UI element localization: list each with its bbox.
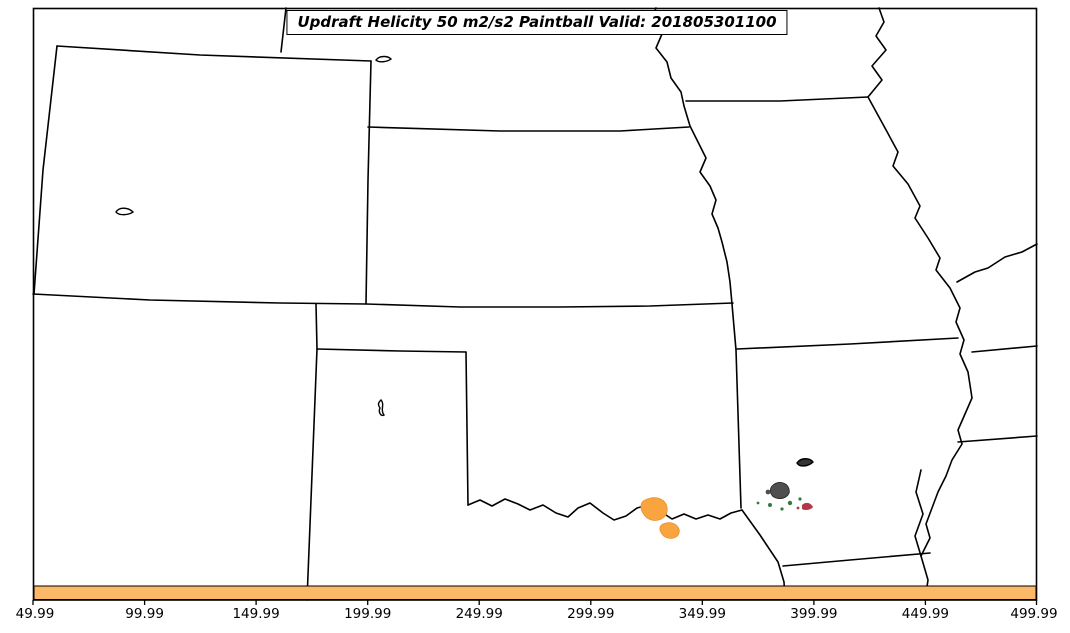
- x-tick-label: 399.99: [790, 606, 838, 622]
- x-tick-label: 49.99: [15, 606, 55, 622]
- border-tx-ok-100w: [465, 351, 469, 506]
- border-co-east: [365, 60, 372, 305]
- border-co-west: [33, 45, 58, 295]
- member-contour: [375, 55, 393, 63]
- paintball-orange: [640, 497, 668, 521]
- member-contour: [796, 458, 814, 467]
- paintball-gray: [765, 489, 771, 495]
- border-ok-panhandle-west: [315, 303, 318, 350]
- border-wy-ne: [280, 7, 287, 53]
- x-tick-label: 99.99: [125, 606, 164, 622]
- colorbar: [33, 585, 1037, 600]
- border-tx-nm: [306, 348, 318, 601]
- border-37n: [32, 293, 734, 308]
- border-mo-ar: [736, 337, 959, 350]
- member-contour: [377, 399, 386, 417]
- plot-title: Updraft Helicity 50 m2/s2 Paintball Vali…: [286, 10, 788, 35]
- member-contour: [115, 207, 135, 216]
- border-ok-panhandle-south: [316, 348, 467, 353]
- border-red-river: [467, 498, 743, 521]
- border-ky-tn: [971, 345, 1038, 353]
- paintball-gray: [769, 482, 790, 499]
- border-upper-mississippi: [867, 7, 887, 98]
- border-ohio-river: [956, 243, 1038, 283]
- paintball-green: [780, 507, 784, 511]
- border-ne-ks: [367, 126, 690, 132]
- border-st-francis: [914, 469, 924, 557]
- x-tick-label: 499.99: [1010, 606, 1058, 622]
- x-tick-marks: [32, 600, 1038, 605]
- x-tick-label: 249.99: [455, 606, 503, 622]
- x-tick-label: 449.99: [901, 606, 950, 622]
- x-tick-label: 349.99: [678, 606, 726, 622]
- paintball-red: [802, 502, 813, 511]
- paintballs: [640, 482, 813, 539]
- paintball-red: [796, 506, 800, 510]
- border-ar-la: [782, 552, 931, 567]
- x-tick-label: 199.99: [344, 606, 392, 622]
- paintball-green: [787, 500, 793, 506]
- paintball-orange: [659, 522, 680, 539]
- plot-frame: [32, 7, 1038, 601]
- member-contours: [115, 55, 814, 467]
- paintball-green: [756, 501, 760, 505]
- paintball-green: [768, 503, 772, 507]
- x-tick-label: 149.99: [232, 606, 280, 622]
- border-mississippi-river: [867, 96, 973, 601]
- x-tick-label: 299.99: [567, 606, 615, 622]
- border-ia-mo: [685, 96, 869, 102]
- border-tn-ms: [957, 435, 1038, 443]
- state-borders: [32, 7, 1038, 601]
- border-co-north: [56, 45, 372, 62]
- paintball-green: [798, 497, 802, 501]
- border-missouri-river: [651, 7, 742, 509]
